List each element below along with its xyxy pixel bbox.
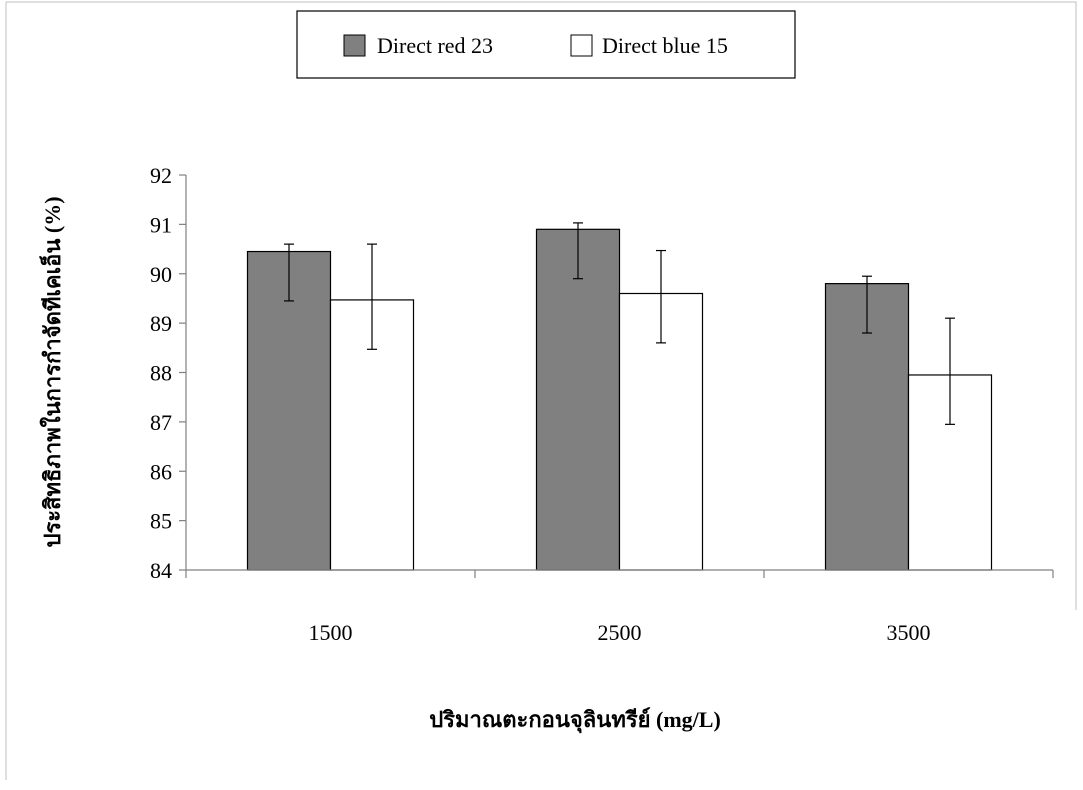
- y-tick-label: 84: [150, 558, 172, 583]
- legend-swatch-direct-red-23: [343, 34, 366, 57]
- plot-area: 84 85 86 87 88 89 90 91 92 1500 2500 3500: [150, 163, 1054, 645]
- legend-box: [296, 10, 796, 79]
- legend-swatch-direct-blue-15: [570, 34, 593, 57]
- y-axis-title: ประสิทธิภาพในการกำจัดทีเคเอ็น (%): [38, 196, 65, 547]
- y-tick-label: 87: [150, 410, 172, 435]
- y-tick-label: 89: [150, 311, 172, 336]
- x-tick-label: 1500: [309, 620, 353, 645]
- x-axis-title: ปริมาณตะกอนจุลินทรีย์ (mg/L): [429, 707, 721, 734]
- bar-direct-red-23-1500: [246, 250, 332, 571]
- y-tick-label: 91: [150, 212, 172, 237]
- legend-label-direct-red-23: Direct red 23: [377, 33, 493, 58]
- legend: Direct red 23 Direct blue 15: [296, 10, 796, 79]
- legend-label-direct-blue-15: Direct blue 15: [602, 33, 728, 58]
- y-tick-label: 90: [150, 262, 172, 287]
- bar-direct-red-23-2500: [535, 228, 621, 571]
- x-tick-label: 3500: [887, 620, 931, 645]
- y-tick-label: 88: [150, 361, 172, 386]
- y-tick-label: 86: [150, 459, 172, 484]
- y-tick-label: 92: [150, 163, 172, 188]
- chart-frame: [5, 1, 1077, 780]
- x-tick-label: 2500: [598, 620, 642, 645]
- y-tick-label: 85: [150, 509, 172, 534]
